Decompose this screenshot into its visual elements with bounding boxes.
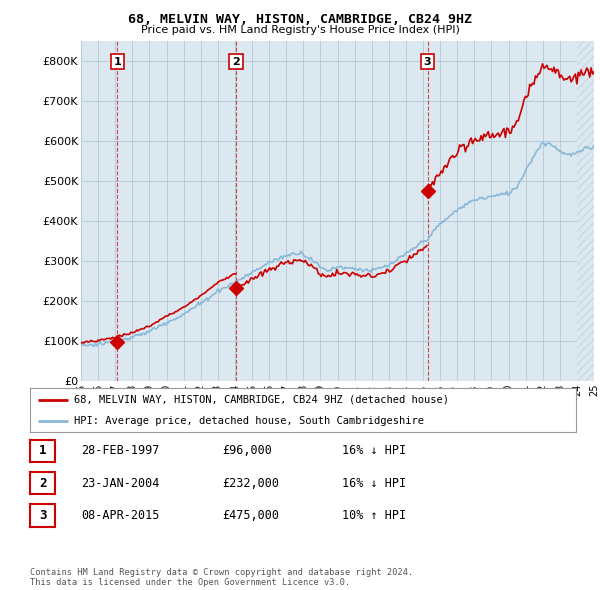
Text: HPI: Average price, detached house, South Cambridgeshire: HPI: Average price, detached house, Sout… xyxy=(74,416,424,426)
Text: 16% ↓ HPI: 16% ↓ HPI xyxy=(342,477,406,490)
Text: Contains HM Land Registry data © Crown copyright and database right 2024.
This d: Contains HM Land Registry data © Crown c… xyxy=(30,568,413,587)
Text: 16% ↓ HPI: 16% ↓ HPI xyxy=(342,444,406,457)
Text: 08-APR-2015: 08-APR-2015 xyxy=(81,509,160,522)
Text: Price paid vs. HM Land Registry's House Price Index (HPI): Price paid vs. HM Land Registry's House … xyxy=(140,25,460,35)
Text: 28-FEB-1997: 28-FEB-1997 xyxy=(81,444,160,457)
Text: £96,000: £96,000 xyxy=(222,444,272,457)
Text: 1: 1 xyxy=(39,444,46,457)
Text: 23-JAN-2004: 23-JAN-2004 xyxy=(81,477,160,490)
Text: 3: 3 xyxy=(424,57,431,67)
Text: £475,000: £475,000 xyxy=(222,509,279,522)
Text: 1: 1 xyxy=(113,57,121,67)
Text: 2: 2 xyxy=(39,477,46,490)
Bar xyxy=(577,41,594,381)
Text: £232,000: £232,000 xyxy=(222,477,279,490)
Text: 68, MELVIN WAY, HISTON, CAMBRIDGE, CB24 9HZ (detached house): 68, MELVIN WAY, HISTON, CAMBRIDGE, CB24 … xyxy=(74,395,449,405)
Text: 68, MELVIN WAY, HISTON, CAMBRIDGE, CB24 9HZ: 68, MELVIN WAY, HISTON, CAMBRIDGE, CB24 … xyxy=(128,13,472,26)
Text: 3: 3 xyxy=(39,509,46,522)
Text: 10% ↑ HPI: 10% ↑ HPI xyxy=(342,509,406,522)
Text: 2: 2 xyxy=(232,57,240,67)
